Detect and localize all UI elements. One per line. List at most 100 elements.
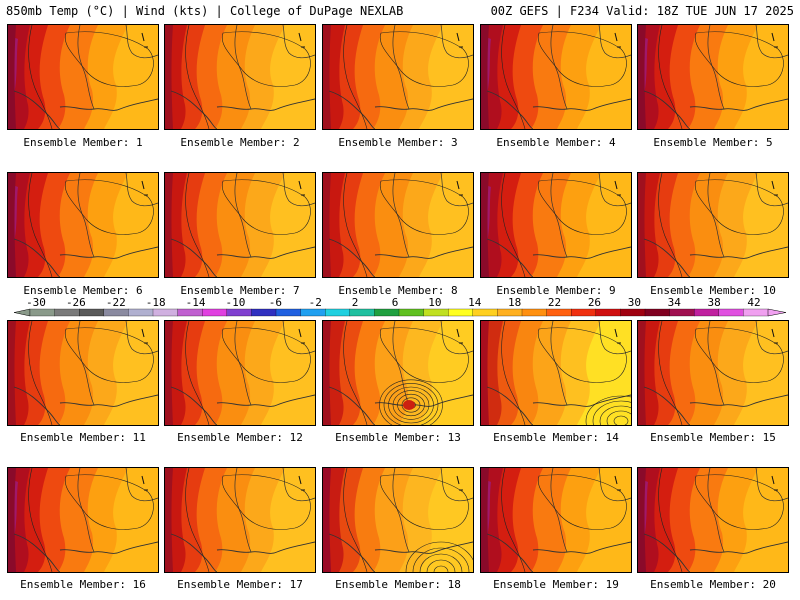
colorbar-tick-label: -22	[106, 296, 126, 309]
ensemble-member-map	[637, 467, 789, 573]
ensemble-member-map	[7, 467, 159, 573]
ensemble-member-label: Ensemble Member: 12	[161, 431, 319, 444]
ensemble-label-prefix: Ensemble Member:	[20, 578, 133, 591]
colorbar-tick-label: 18	[508, 296, 521, 309]
temperature-field	[165, 25, 315, 129]
colorbar-swatch	[448, 308, 474, 317]
temperature-field	[8, 468, 158, 572]
ensemble-label-prefix: Ensemble Member:	[496, 284, 609, 297]
temperature-field	[481, 173, 631, 277]
colorbar-tick-label: 26	[588, 296, 601, 309]
temperature-field	[8, 25, 158, 129]
colorbar-swatch	[226, 308, 252, 317]
ensemble-member-label: Ensemble Member: 1	[4, 136, 162, 149]
ensemble-member-map	[637, 320, 789, 426]
colorbar-swatch	[325, 308, 351, 317]
ensemble-label-prefix: Ensemble Member:	[338, 284, 451, 297]
colorbar-tick-label: 30	[628, 296, 641, 309]
ensemble-label-prefix: Ensemble Member:	[23, 136, 136, 149]
ensemble-member-number: 13	[447, 431, 461, 444]
ensemble-member-label: Ensemble Member: 2	[161, 136, 319, 149]
colorbar-tick-label: 2	[352, 296, 359, 309]
colorbar-swatch	[595, 308, 621, 317]
ensemble-member-number: 20	[762, 578, 776, 591]
colorbar-tick-label: -18	[146, 296, 166, 309]
colorbar-tick-label: -2	[309, 296, 322, 309]
colorbar-tick-label: 14	[468, 296, 482, 309]
ensemble-label-prefix: Ensemble Member:	[338, 136, 451, 149]
ensemble-label-prefix: Ensemble Member:	[496, 136, 609, 149]
ensemble-member-number: 17	[289, 578, 303, 591]
ensemble-label-prefix: Ensemble Member:	[653, 136, 766, 149]
ensemble-member-map	[164, 467, 316, 573]
ensemble-label-prefix: Ensemble Member:	[177, 431, 290, 444]
ensemble-member-map	[164, 320, 316, 426]
colorbar-swatch	[128, 308, 154, 317]
colorbar-swatch	[251, 308, 277, 317]
ensemble-member-number: 4	[608, 136, 616, 149]
ensemble-member-label: Ensemble Member: 20	[634, 578, 792, 591]
ensemble-member-label: Ensemble Member: 14	[477, 431, 635, 444]
ensemble-label-prefix: Ensemble Member:	[493, 431, 606, 444]
ensemble-label-prefix: Ensemble Member:	[650, 578, 763, 591]
colorbar-swatch	[644, 308, 671, 317]
colorbar-tick-label: 22	[548, 296, 561, 309]
ensemble-member-label: Ensemble Member: 8	[319, 284, 477, 297]
colorbar-swatch	[546, 308, 572, 317]
temperature-field	[165, 468, 315, 572]
ensemble-label-prefix: Ensemble Member:	[20, 431, 133, 444]
colorbar-swatch	[29, 308, 56, 317]
ensemble-member-map	[637, 172, 789, 278]
colorbar-swatch	[275, 308, 302, 317]
colorbar-swatch	[152, 308, 179, 317]
ensemble-member-map	[480, 24, 632, 130]
colorbar-min-arrow	[13, 308, 31, 317]
colorbar-swatch	[103, 308, 129, 317]
ensemble-member-number: 6	[135, 284, 143, 297]
colorbar-swatch	[497, 308, 523, 317]
colorbar-swatch	[718, 308, 744, 317]
colorbar-tick-label: -10	[226, 296, 246, 309]
ensemble-member-map	[7, 320, 159, 426]
ensemble-label-prefix: Ensemble Member:	[650, 284, 763, 297]
ensemble-member-number: 9	[608, 284, 616, 297]
colorbar-tick-label: 42	[747, 296, 760, 309]
ensemble-member-label: Ensemble Member: 11	[4, 431, 162, 444]
colorbar-tick-label: -26	[66, 296, 86, 309]
ensemble-label-prefix: Ensemble Member:	[180, 136, 293, 149]
ensemble-member-map	[322, 320, 474, 426]
ensemble-member-number: 10	[762, 284, 776, 297]
colorbar-swatch	[79, 308, 105, 317]
colorbar-tick-label: -14	[186, 296, 206, 309]
ensemble-member-label: Ensemble Member: 9	[477, 284, 635, 297]
colorbar-swatch	[571, 308, 597, 317]
ensemble-label-prefix: Ensemble Member:	[335, 431, 448, 444]
ensemble-member-number: 16	[132, 578, 146, 591]
colorbar-swatch	[177, 308, 203, 317]
model-run-info: 00Z GEFS | F234 Valid: 18Z TUE JUN 17 20…	[490, 4, 794, 18]
temperature-field	[638, 25, 788, 129]
temperature-field	[638, 468, 788, 572]
ensemble-member-label: Ensemble Member: 7	[161, 284, 319, 297]
ensemble-member-number: 7	[292, 284, 300, 297]
colorbar-swatch	[374, 308, 400, 317]
colorbar-tick-label: 10	[428, 296, 441, 309]
ensemble-member-map	[7, 172, 159, 278]
colorbar-swatch	[423, 308, 449, 317]
colorbar-swatch	[743, 308, 769, 317]
colorbar-swatch	[472, 308, 498, 317]
colorbar-swatch	[398, 308, 425, 317]
ensemble-member-number: 18	[447, 578, 461, 591]
ensemble-member-number: 1	[135, 136, 143, 149]
temperature-colorbar: -30 -26 -22 -18 -14 -10 -6 -2 2 6 10 14 18 22 26 30 34 38…	[13, 296, 787, 317]
temperature-field	[481, 321, 631, 425]
ensemble-member-label: Ensemble Member: 17	[161, 578, 319, 591]
ensemble-member-label: Ensemble Member: 13	[319, 431, 477, 444]
ensemble-member-number: 15	[762, 431, 776, 444]
ensemble-label-prefix: Ensemble Member:	[650, 431, 763, 444]
ensemble-member-map	[322, 467, 474, 573]
ensemble-member-label: Ensemble Member: 19	[477, 578, 635, 591]
ensemble-member-map	[637, 24, 789, 130]
colorbar-max-arrow	[767, 308, 787, 317]
temperature-field	[481, 25, 631, 129]
